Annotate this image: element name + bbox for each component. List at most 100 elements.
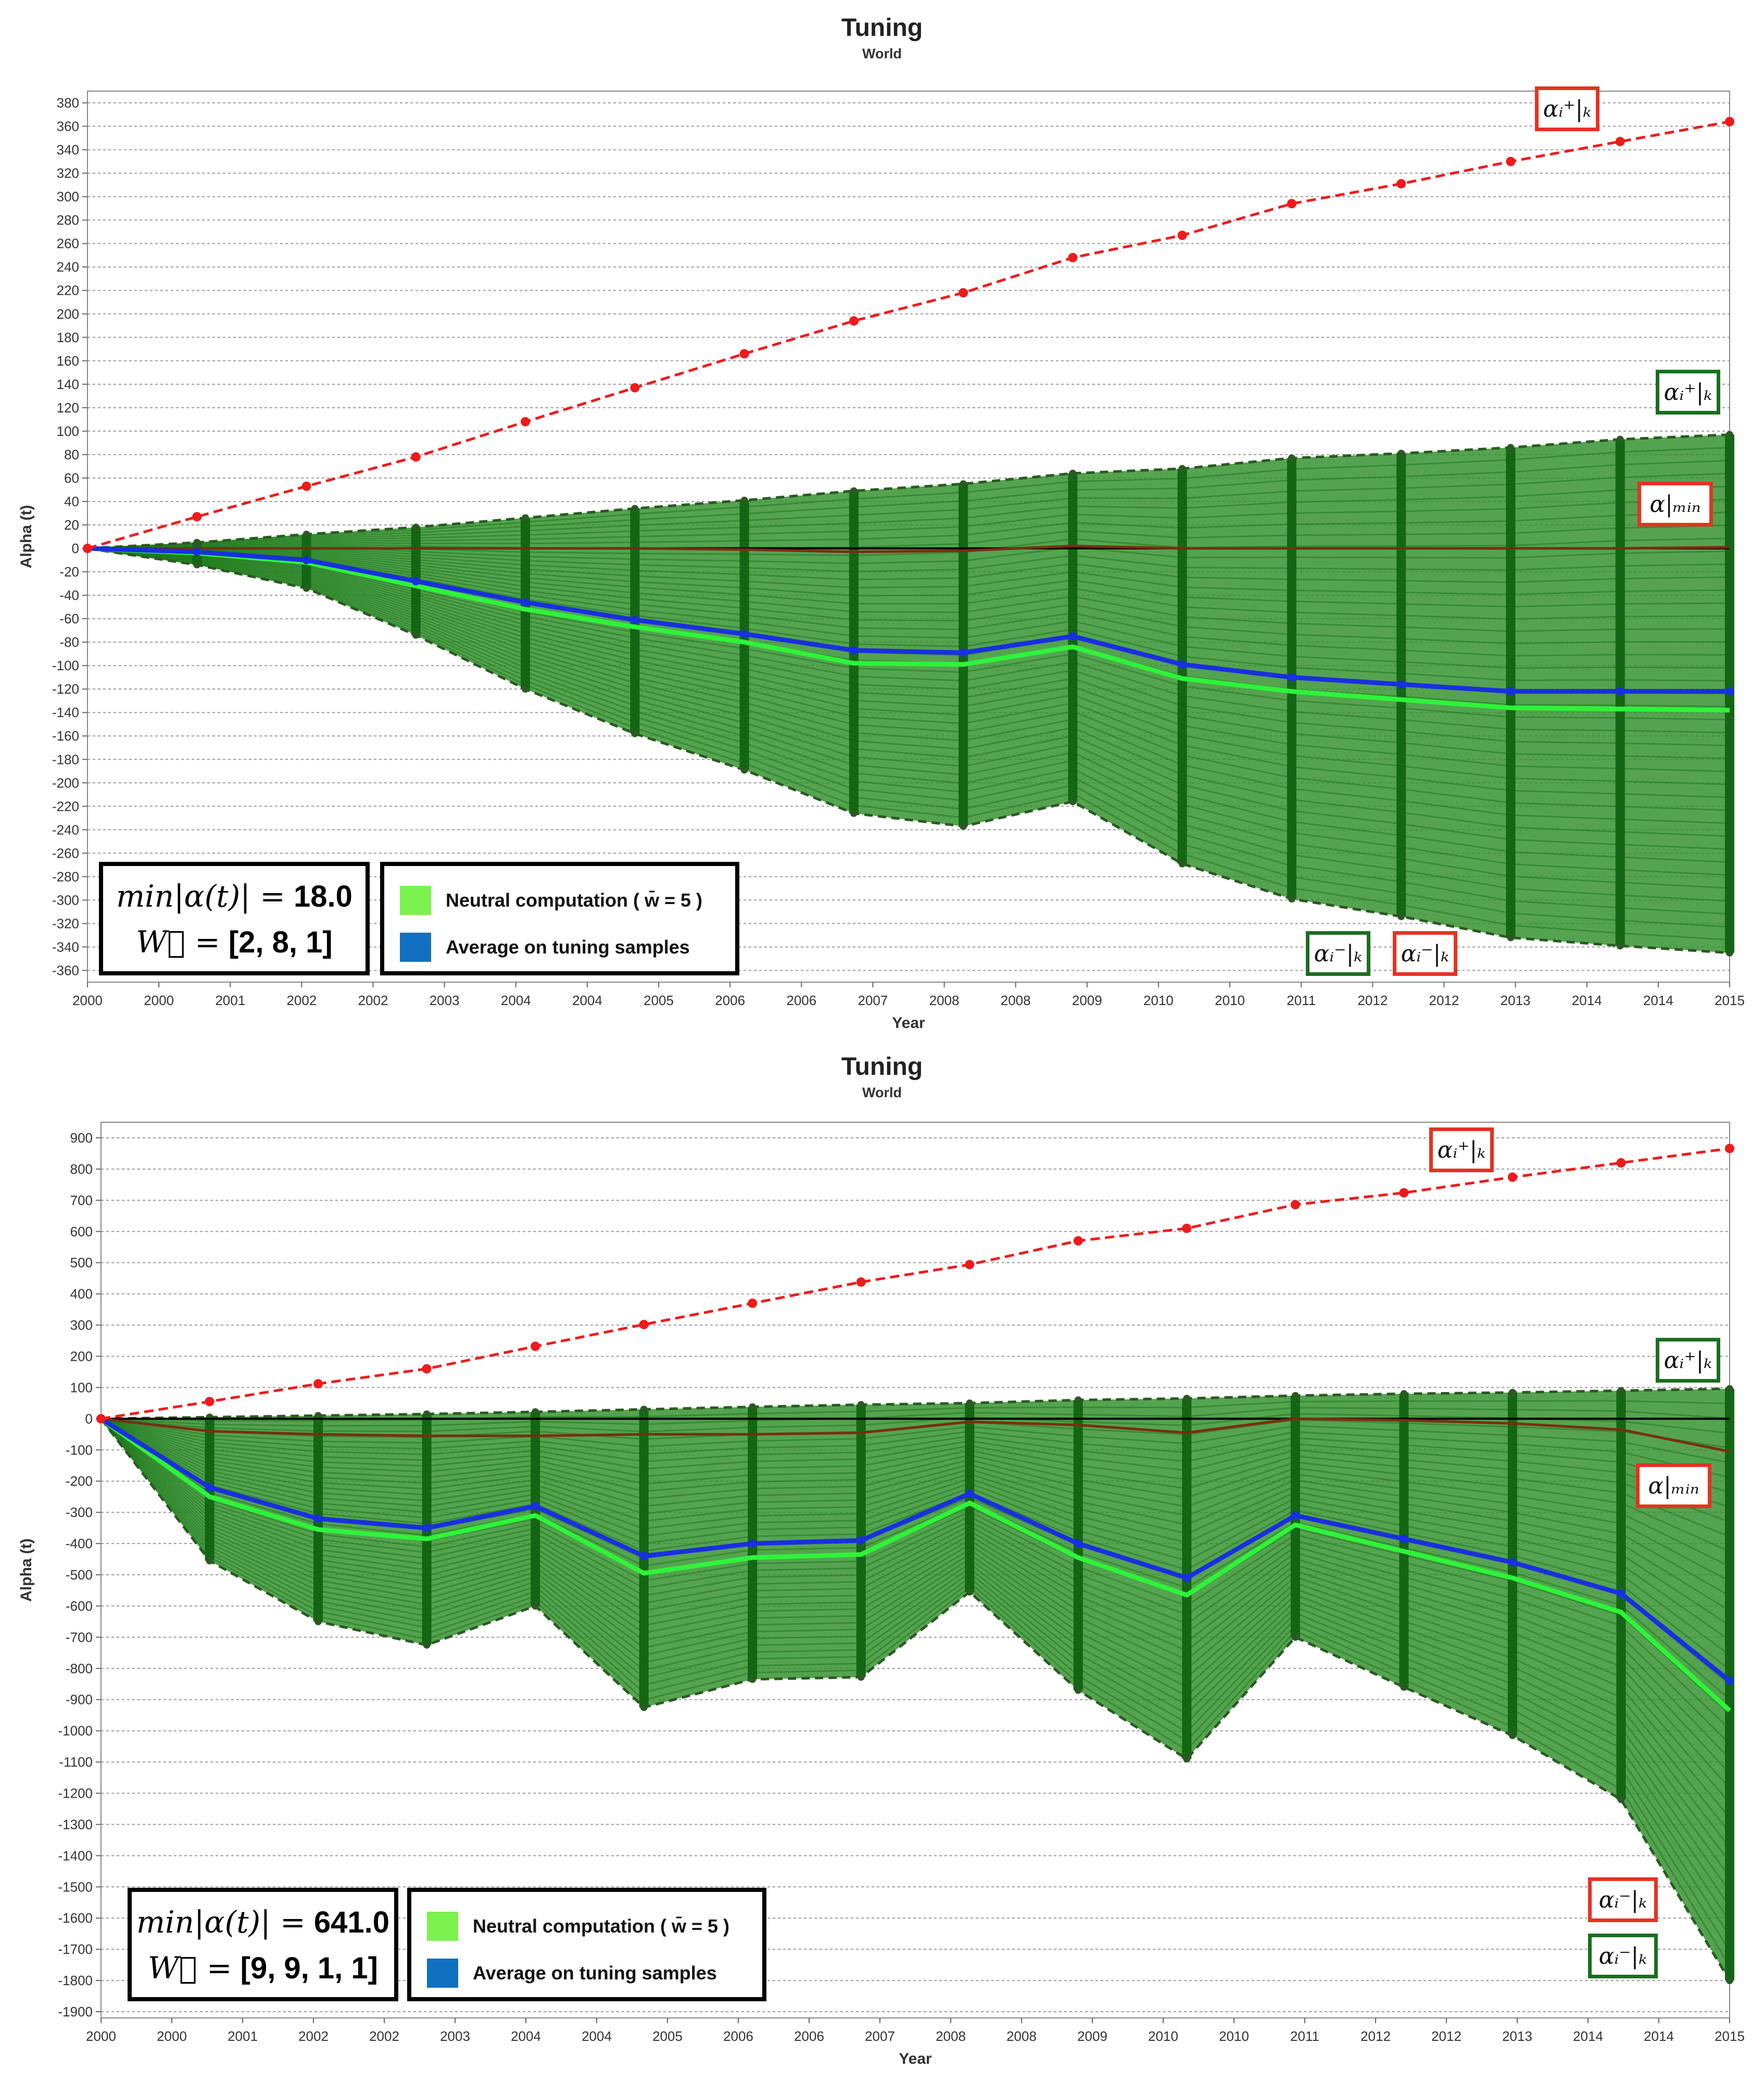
alpha-plus-green-point xyxy=(850,487,858,495)
average-point xyxy=(740,630,749,638)
average-point xyxy=(1397,680,1406,689)
legend-swatch-neutral xyxy=(427,1912,458,1941)
alpha-minus-point xyxy=(206,1557,213,1565)
sample-line xyxy=(87,547,1730,747)
legend: Neutral computation ( w̄ = 5 ) Average o… xyxy=(380,862,739,975)
x-tick-label: 2012 xyxy=(1360,2028,1391,2044)
chart-plot-top: -360-340-320-300-280-260-240-220-200-180… xyxy=(18,91,1745,1032)
sample-line xyxy=(87,547,1730,798)
y-axis-title: Alpha (t) xyxy=(18,1538,35,1602)
annotation-alpha-min: α|ₘᵢₙ xyxy=(1637,482,1713,526)
sample-line xyxy=(100,1418,1731,1833)
sample-line xyxy=(87,547,1730,620)
sample-line xyxy=(100,1418,1731,1966)
sample-line xyxy=(100,1418,1730,1523)
y-tick-label: -600 xyxy=(66,1598,93,1614)
average-line xyxy=(99,1416,1731,1683)
chart-subtitle: World xyxy=(862,1085,902,1100)
alpha-minus-point xyxy=(631,730,639,737)
average-point xyxy=(849,646,858,655)
alpha-plus-red-point xyxy=(1725,1144,1734,1153)
sample-line xyxy=(87,511,1730,549)
y-tick-label: -60 xyxy=(59,611,79,626)
x-tick-label: 2014 xyxy=(1573,2028,1603,2044)
y-tick-label: -400 xyxy=(66,1536,93,1551)
average-point xyxy=(1400,1535,1408,1544)
y-tick-label: -1700 xyxy=(58,1941,93,1957)
y-axis-title: Alpha (t) xyxy=(18,505,35,569)
y-tick-label: -1600 xyxy=(58,1910,93,1926)
annotation-alpha-plus-red: αᵢ⁺|ₖ xyxy=(1535,86,1599,131)
y-tick-label: -1200 xyxy=(58,1786,93,1801)
alpha-plus-green-point xyxy=(740,496,748,504)
x-tick-label: 2000 xyxy=(144,993,174,1008)
alpha-plus-green-point xyxy=(423,1410,431,1418)
sample-line xyxy=(100,1418,1731,1760)
y-tick-label: 800 xyxy=(70,1161,93,1177)
y-tick-label: -1800 xyxy=(58,1973,93,1988)
y-tick-label: 380 xyxy=(57,95,79,111)
weights-label: W⃗ = xyxy=(136,924,220,960)
alpha-plus-red-point xyxy=(1290,1200,1300,1210)
sample-line xyxy=(100,1418,1730,1597)
x-tick-label: 2013 xyxy=(1501,993,1531,1008)
alpha-plus-red-point xyxy=(192,512,202,522)
alpha-minus-point xyxy=(1178,860,1186,868)
sample-line xyxy=(87,547,1730,824)
sample-line xyxy=(87,547,1730,837)
x-tick-label: 2006 xyxy=(794,2028,824,2044)
y-tick-label: -160 xyxy=(52,728,79,744)
alpha-plus-green-point xyxy=(1726,1385,1733,1393)
sample-line xyxy=(87,459,1730,549)
x-tick-label: 2014 xyxy=(1644,2028,1674,2044)
alpha-minus-point xyxy=(857,1673,865,1681)
x-tick-label: 2000 xyxy=(72,993,103,1008)
y-tick-label: 900 xyxy=(70,1130,93,1146)
x-tick-label: 2010 xyxy=(1219,2028,1249,2044)
x-tick-label: 2008 xyxy=(1001,993,1031,1008)
alpha-plus-red-point xyxy=(205,1397,215,1407)
info-box: min|α(t)| = 18.0 W⃗ = [2, 8, 1] xyxy=(99,862,370,975)
alpha-plus-green-point xyxy=(749,1403,757,1411)
y-tick-label: -1900 xyxy=(58,2004,93,2020)
alpha-plus-red-point xyxy=(639,1320,649,1330)
alpha-min-line xyxy=(100,1417,1730,1453)
x-tick-label: 2015 xyxy=(1715,2028,1745,2044)
sample-line xyxy=(87,498,1730,549)
annotation-alpha-minus-red: αᵢ⁻|ₖ xyxy=(1393,931,1457,976)
sample-line xyxy=(100,1418,1731,1730)
alpha-plus-green-point xyxy=(1074,1396,1082,1404)
sample-line xyxy=(100,1418,1730,1626)
alpha-plus-green-point xyxy=(1616,435,1624,443)
alpha-minus-line xyxy=(87,547,1730,955)
y-tick-label: -300 xyxy=(66,1504,93,1520)
y-tick-label: 20 xyxy=(64,517,79,533)
y-tick-label: -180 xyxy=(52,751,79,767)
sample-line xyxy=(87,547,1730,608)
alpha-plus-red-line xyxy=(100,1147,1730,1420)
alpha-plus-green-point xyxy=(1069,469,1077,477)
average-point xyxy=(193,547,201,556)
y-tick-label: 240 xyxy=(57,259,79,275)
x-tick-label: 2003 xyxy=(430,993,460,1008)
alpha-plus-red-point xyxy=(1182,1223,1192,1233)
x-tick-label: 2012 xyxy=(1429,993,1459,1008)
y-tick-label: -100 xyxy=(52,658,79,673)
y-tick-label: 40 xyxy=(64,494,79,509)
sample-line xyxy=(87,547,1730,928)
sample-line xyxy=(100,1418,1730,1582)
sample-line xyxy=(100,1413,1730,1434)
x-tick-label: 2002 xyxy=(369,2028,399,2044)
alpha-plus-green-point xyxy=(314,1412,322,1420)
sample-line xyxy=(100,1418,1730,1700)
average-point xyxy=(959,648,968,657)
chart-title: Tuning xyxy=(841,14,923,42)
x-tick-label: 2005 xyxy=(652,2028,683,2044)
alpha-plus-red-point xyxy=(1616,1158,1626,1168)
chart-title: Tuning xyxy=(841,1053,923,1081)
x-tick-label: 2012 xyxy=(1357,993,1388,1008)
y-tick-label: -200 xyxy=(52,775,79,791)
x-tick-label: 2012 xyxy=(1431,2028,1461,2044)
y-tick-label: -320 xyxy=(52,915,79,931)
average-point xyxy=(521,598,530,607)
